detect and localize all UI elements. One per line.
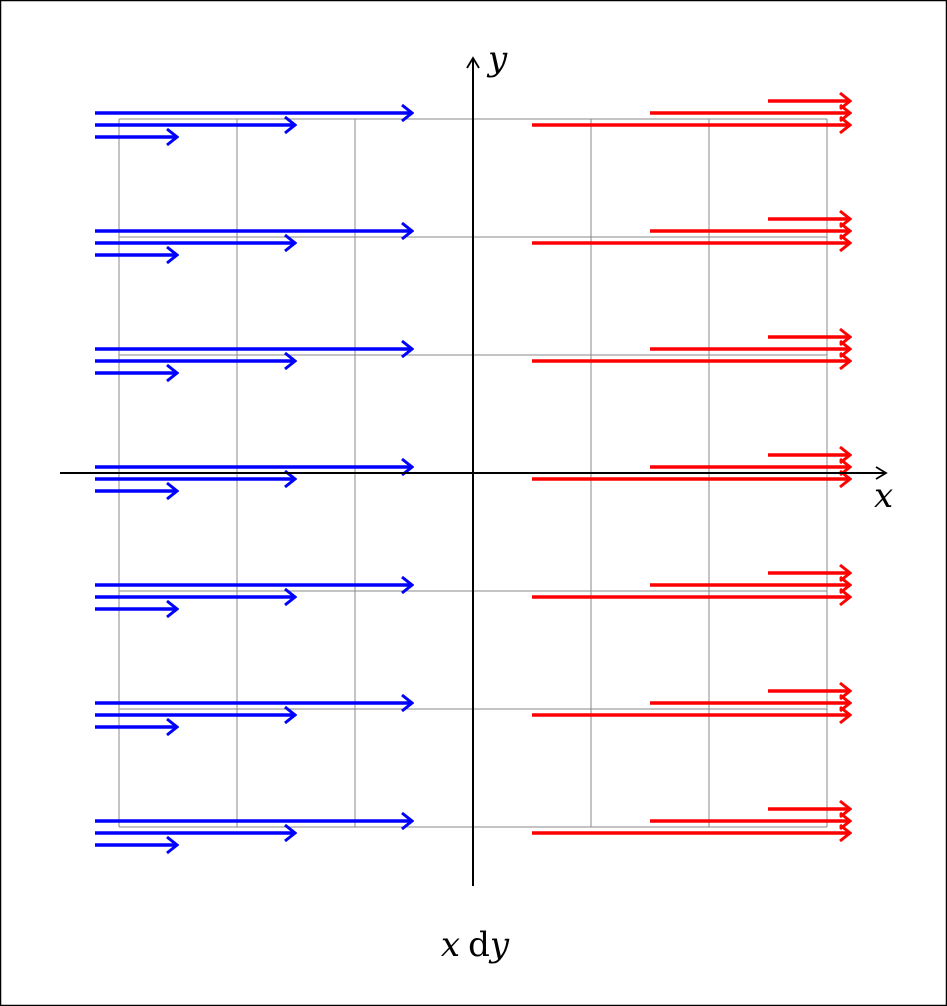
vector-field [95,101,850,845]
x-axis-label: x [874,476,893,516]
y-axis-label: y [486,39,508,79]
caption-differential: d [468,925,490,965]
caption-variable: y [488,925,510,965]
caption-factor: x [441,925,460,965]
caption: x dy [441,925,510,965]
